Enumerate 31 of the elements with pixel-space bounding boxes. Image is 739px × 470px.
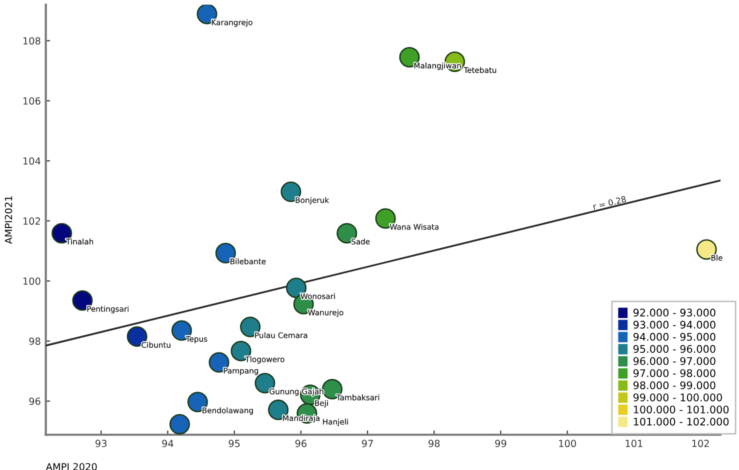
y-tick-label: 96 bbox=[29, 398, 40, 405]
x-tick-label: 97 bbox=[362, 440, 373, 448]
x-tick-label: 94 bbox=[162, 440, 174, 448]
x-tick-label: 102 bbox=[692, 440, 709, 448]
x-tick-label: 96 bbox=[295, 440, 306, 448]
x-tick-label: 98 bbox=[428, 440, 440, 448]
x-tick-label: 100 bbox=[559, 440, 576, 448]
annotation: r = 0.28 bbox=[592, 196, 626, 210]
x-tick-label: 101 bbox=[626, 440, 642, 448]
legend-label: 94.000 - 95.000 bbox=[633, 332, 716, 341]
y-tick-label: 106 bbox=[23, 97, 40, 105]
legend-label: 95.000 - 96.000 bbox=[633, 345, 716, 353]
legend-label: 97.000 - 98.000 bbox=[633, 369, 716, 378]
y-axis-title: AMPI2021 bbox=[4, 196, 12, 244]
legend-label: 101.000 - 102.000 bbox=[634, 418, 729, 426]
x-tick-label: 99 bbox=[495, 440, 506, 448]
y-tick-label: 102 bbox=[23, 217, 40, 225]
legend-label: 96.000 - 97.000 bbox=[633, 357, 716, 366]
point bbox=[169, 414, 190, 435]
legend-label: 92.000 - 93.000 bbox=[633, 308, 716, 317]
x-tick-label: 95 bbox=[228, 440, 240, 448]
legend-label: 99.000 - 100.000 bbox=[633, 393, 722, 402]
y-tick-label: 100 bbox=[23, 277, 40, 285]
y-tick-label: 98 bbox=[29, 338, 40, 345]
legend-label: 100.000 - 101.000 bbox=[634, 406, 729, 414]
legend-label: 93.000 - 94.000 bbox=[633, 320, 716, 329]
legend-label: 98.000 - 99.000 bbox=[633, 381, 716, 390]
x-axis-title: AMPI 2020 bbox=[46, 463, 97, 470]
x-tick-label: 93 bbox=[96, 440, 107, 448]
y-tick-label: 104 bbox=[23, 157, 40, 165]
y-tick-label: 108 bbox=[23, 37, 40, 45]
